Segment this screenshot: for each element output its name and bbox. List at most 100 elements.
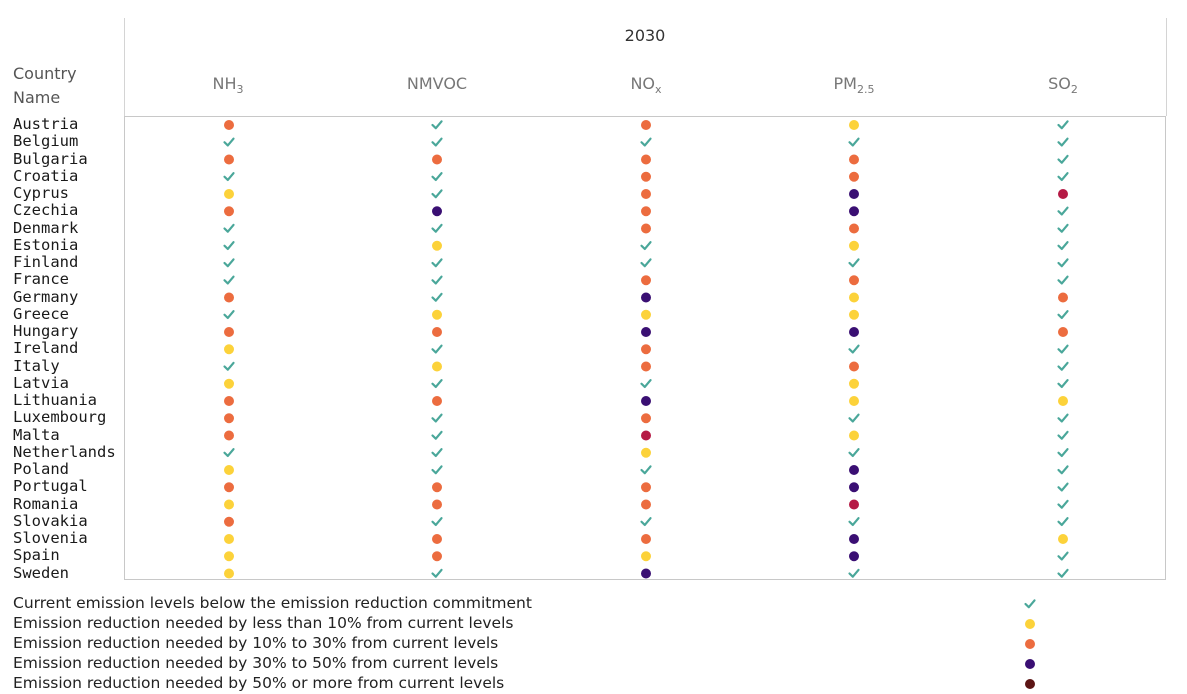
legend-status-dot (1025, 639, 1035, 649)
cell-check-mark (223, 137, 235, 147)
column-group-year: 2030 (624, 26, 666, 45)
cell-status-dot (224, 327, 234, 337)
cell-status-dot (224, 189, 234, 199)
cell-check-mark (1057, 310, 1069, 320)
cell-check-mark (640, 465, 652, 475)
cell-status-dot (641, 396, 651, 406)
cell-status-dot (224, 292, 234, 303)
cell-check-mark (223, 275, 235, 285)
cell-status-dot (641, 292, 651, 303)
column-header-pm25[interactable]: PM2.5 (784, 74, 924, 96)
cell-check-mark (640, 258, 652, 268)
legend-item-label: Emission reduction needed by 10% to 30% … (13, 634, 499, 652)
cell-check-mark (431, 172, 443, 182)
cell-status-dot (849, 465, 859, 475)
column-header-pm25-sub: 2.5 (856, 83, 875, 97)
legend-status-dot (1025, 679, 1035, 689)
cell-check-mark (1057, 499, 1069, 509)
cell-status-dot (224, 534, 234, 544)
column-header-nh3-sub: 3 (236, 83, 244, 97)
cell-status-dot (849, 206, 859, 217)
cell-status-dot (849, 171, 859, 182)
row-header: Country Name (13, 62, 103, 110)
cell-status-dot (224, 568, 234, 579)
cell-status-dot (224, 551, 234, 562)
row-label: Estonia (13, 235, 79, 254)
cell-status-dot (849, 154, 859, 165)
cell-status-dot (224, 378, 234, 389)
cell-status-dot (849, 499, 859, 510)
column-header-nmvoc[interactable]: NMVOC (367, 74, 507, 93)
legend-status-dot (1025, 659, 1035, 669)
cell-status-dot (224, 499, 234, 510)
cell-status-dot (641, 309, 651, 320)
row-label: Finland (13, 253, 79, 271)
cell-status-dot (641, 430, 651, 441)
cell-check-mark (223, 310, 235, 320)
row-label: Latvia (13, 373, 69, 392)
row-label: Netherlands (13, 442, 116, 461)
header-right-rule (1166, 18, 1167, 116)
column-header-nox[interactable]: NOx (576, 74, 716, 96)
cell-status-dot (432, 309, 442, 320)
row-label: Bulgaria (13, 149, 88, 168)
cell-check-mark (431, 137, 443, 147)
column-header-so2[interactable]: SO2 (993, 74, 1133, 96)
cell-check-mark (1057, 448, 1069, 458)
cell-status-dot (224, 465, 234, 475)
cell-check-mark (848, 413, 860, 423)
column-header-so2-sub: 2 (1070, 83, 1078, 97)
cell-status-dot (849, 189, 859, 199)
cell-check-mark (1057, 379, 1069, 389)
row-label: Italy (13, 356, 60, 375)
cell-check-mark (223, 258, 235, 268)
cell-status-dot (432, 534, 442, 544)
row-label: Poland (13, 460, 69, 478)
cell-check-mark (848, 344, 860, 354)
cell-check-mark (848, 517, 860, 527)
cell-check-mark (640, 379, 652, 389)
cell-status-dot (641, 482, 651, 493)
cell-status-dot (641, 154, 651, 165)
cell-status-dot (641, 206, 651, 217)
cell-check-mark (431, 258, 443, 268)
cell-check-mark (848, 258, 860, 268)
cell-status-dot (224, 430, 234, 441)
cell-check-mark (223, 361, 235, 371)
row-label: France (13, 270, 69, 289)
cell-status-dot (432, 240, 442, 251)
cell-check-mark (223, 172, 235, 182)
row-header-line-2: Name (13, 88, 61, 107)
cell-status-dot (1058, 292, 1068, 303)
cell-status-dot (641, 551, 651, 562)
cell-check-mark (640, 241, 652, 251)
legend-status-dot (1025, 619, 1035, 629)
cell-status-dot (224, 516, 234, 527)
cell-status-dot (641, 447, 651, 458)
column-header-nh3[interactable]: NH3 (158, 74, 298, 96)
cell-status-dot (432, 361, 442, 372)
row-label: Portugal (13, 477, 88, 496)
cell-check-mark (1057, 241, 1069, 251)
cell-status-dot (849, 551, 859, 562)
row-label: Romania (13, 494, 79, 513)
cell-status-dot (432, 551, 442, 562)
cell-status-dot (849, 223, 859, 234)
row-label: Lithuania (13, 391, 97, 409)
cell-check-mark (1057, 430, 1069, 440)
cell-status-dot (224, 206, 234, 217)
cell-check-mark (1057, 154, 1069, 164)
cell-status-dot (849, 396, 859, 406)
cell-check-mark (431, 568, 443, 578)
cell-check-mark (431, 430, 443, 440)
cell-status-dot (641, 534, 651, 544)
row-label: Croatia (13, 166, 79, 185)
cell-status-dot (849, 378, 859, 389)
cell-status-dot (641, 189, 651, 199)
cell-status-dot (641, 171, 651, 182)
cell-status-dot (849, 361, 859, 372)
cell-status-dot (224, 154, 234, 165)
cell-status-dot (432, 327, 442, 337)
cell-check-mark (431, 275, 443, 285)
row-label: Denmark (13, 218, 79, 237)
